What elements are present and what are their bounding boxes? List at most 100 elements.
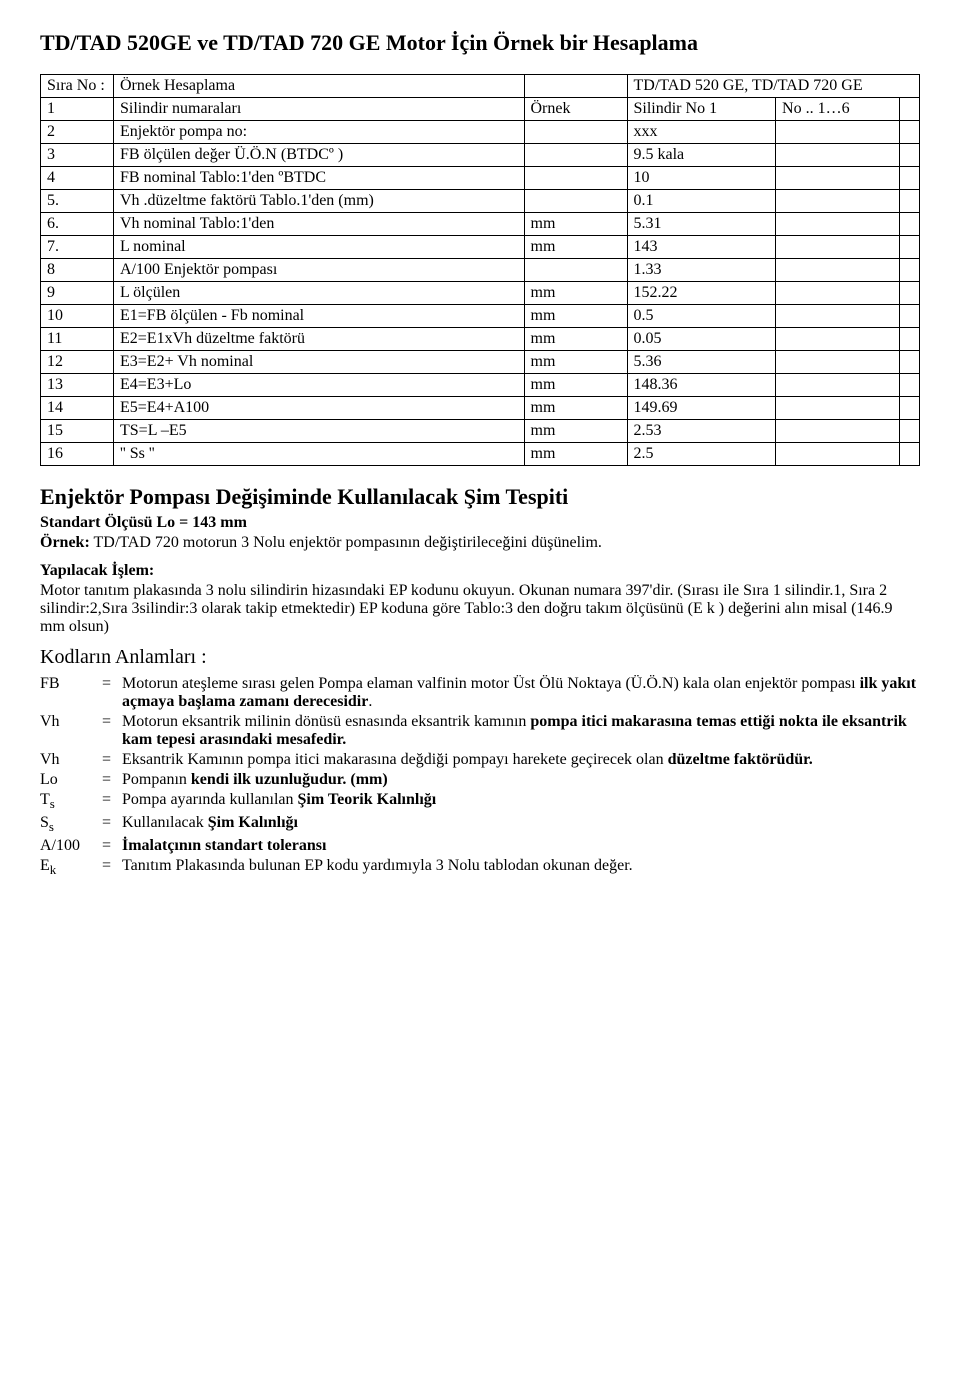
definition-symbol: Ek [40, 857, 102, 878]
definition-text: Pompanın kendi ilk uzunluğudur. (mm) [122, 771, 920, 789]
definition-row: A/100=İmalatçının standart toleransı [40, 837, 920, 855]
definition-text: Tanıtım Plakasında bulunan EP kodu yardı… [122, 857, 920, 878]
definition-eq: = [102, 675, 122, 711]
table-row: 4FB nominal Tablo:1'den ºBTDC10 [41, 167, 920, 190]
table-cell: 2 [41, 121, 114, 144]
table-cell [899, 98, 919, 121]
table-cell [899, 213, 919, 236]
table-cell: 4 [41, 167, 114, 190]
table-row: 6. Vh nominal Tablo:1'denmm5.31 [41, 213, 920, 236]
definition-eq: = [102, 837, 122, 855]
table-cell [899, 351, 919, 374]
table-cell: mm [524, 282, 627, 305]
definition-text: İmalatçının standart toleransı [122, 837, 920, 855]
table-cell: E4=E3+Lo [114, 374, 525, 397]
table-cell: mm [524, 305, 627, 328]
table-cell: 0.05 [627, 328, 776, 351]
table-cell: Silindir numaraları [114, 98, 525, 121]
definition-row: Lo=Pompanın kendi ilk uzunluğudur. (mm) [40, 771, 920, 789]
table-cell: E2=E1xVh düzeltme faktörü [114, 328, 525, 351]
table-cell: 9.5 kala [627, 144, 776, 167]
table-cell [899, 420, 919, 443]
table-cell: 148.36 [627, 374, 776, 397]
table-cell: 0.5 [627, 305, 776, 328]
definition-row: Vh=Motorun eksantrik milinin dönüsü esna… [40, 713, 920, 749]
table-cell: 10 [41, 305, 114, 328]
table-row: 5. Vh .düzeltme faktörü Tablo.1'den (mm)… [41, 190, 920, 213]
definition-row: Vh=Eksantrik Kamının pompa itici makaras… [40, 751, 920, 769]
table-cell: mm [524, 328, 627, 351]
table-cell: A/100 Enjektör pompası [114, 259, 525, 282]
procedure-text: Motor tanıtım plakasında 3 nolu silindir… [40, 582, 920, 636]
table-row: 16'' Ss ''mm2.5 [41, 443, 920, 466]
table-cell: 5.36 [627, 351, 776, 374]
table-row: 8A/100 Enjektör pompası1.33 [41, 259, 920, 282]
table-row: 13E4=E3+Lomm148.36 [41, 374, 920, 397]
codes-heading: Kodların Anlamları : [40, 646, 920, 669]
table-cell [524, 121, 627, 144]
table-cell: TS=L –E5 [114, 420, 525, 443]
table-cell: No .. 1…6 [776, 98, 900, 121]
table-cell [776, 144, 900, 167]
table-cell [776, 420, 900, 443]
example-text: TD/TAD 720 motorun 3 Nolu enjektör pompa… [90, 534, 602, 551]
table-row: 1Silindir numaralarıÖrnekSilindir No 1No… [41, 98, 920, 121]
example-paragraph: Örnek: TD/TAD 720 motorun 3 Nolu enjektö… [40, 534, 920, 552]
header-blank [524, 75, 627, 98]
table-cell [899, 397, 919, 420]
table-cell: L nominal [114, 236, 525, 259]
header-sira: Sıra No : [41, 75, 114, 98]
section-subtitle: Standart Ölçüsü Lo = 143 mm [40, 514, 920, 532]
definition-symbol: Lo [40, 771, 102, 789]
table-cell [899, 121, 919, 144]
table-cell: Vh .düzeltme faktörü Tablo.1'den (mm) [114, 190, 525, 213]
table-cell: 11 [41, 328, 114, 351]
table-cell: E3=E2+ Vh nominal [114, 351, 525, 374]
table-cell: mm [524, 236, 627, 259]
table-row: 11E2=E1xVh düzeltme faktörümm0.05 [41, 328, 920, 351]
table-cell [776, 190, 900, 213]
table-cell [899, 190, 919, 213]
table-cell: Örnek [524, 98, 627, 121]
table-row: 12E3=E2+ Vh nominalmm5.36 [41, 351, 920, 374]
table-cell [899, 259, 919, 282]
table-cell: mm [524, 397, 627, 420]
table-cell [524, 259, 627, 282]
table-cell [776, 259, 900, 282]
calc-table: Sıra No : Örnek Hesaplama TD/TAD 520 GE,… [40, 74, 920, 466]
table-cell [776, 213, 900, 236]
table-row: 14E5=E4+A100mm149.69 [41, 397, 920, 420]
definition-text: Pompa ayarında kullanılan Şim Teorik Kal… [122, 791, 920, 812]
table-cell [776, 282, 900, 305]
table-cell [776, 328, 900, 351]
table-cell: '' Ss '' [114, 443, 525, 466]
table-cell [899, 282, 919, 305]
table-cell: mm [524, 213, 627, 236]
definition-row: Ek=Tanıtım Plakasında bulunan EP kodu ya… [40, 857, 920, 878]
table-cell: 152.22 [627, 282, 776, 305]
table-cell: 143 [627, 236, 776, 259]
definition-eq: = [102, 857, 122, 878]
table-cell [776, 443, 900, 466]
table-cell [899, 443, 919, 466]
definition-eq: = [102, 791, 122, 812]
table-row: 7. L nominalmm143 [41, 236, 920, 259]
table-cell: Vh nominal Tablo:1'den [114, 213, 525, 236]
table-row: 3FB ölçülen değer Ü.Ö.N (BTDCº )9.5 kala [41, 144, 920, 167]
definition-row: FB=Motorun ateşleme sırası gelen Pompa e… [40, 675, 920, 711]
table-cell: 3 [41, 144, 114, 167]
table-cell: 149.69 [627, 397, 776, 420]
table-cell: 14 [41, 397, 114, 420]
table-cell: E5=E4+A100 [114, 397, 525, 420]
table-cell [524, 144, 627, 167]
table-cell [524, 190, 627, 213]
header-ornek: Örnek Hesaplama [114, 75, 525, 98]
table-cell [524, 167, 627, 190]
table-cell: mm [524, 420, 627, 443]
definition-row: Ts=Pompa ayarında kullanılan Şim Teorik … [40, 791, 920, 812]
definition-symbol: Ss [40, 814, 102, 835]
table-cell [899, 236, 919, 259]
table-cell: 9 [41, 282, 114, 305]
table-cell: 13 [41, 374, 114, 397]
table-cell [776, 305, 900, 328]
